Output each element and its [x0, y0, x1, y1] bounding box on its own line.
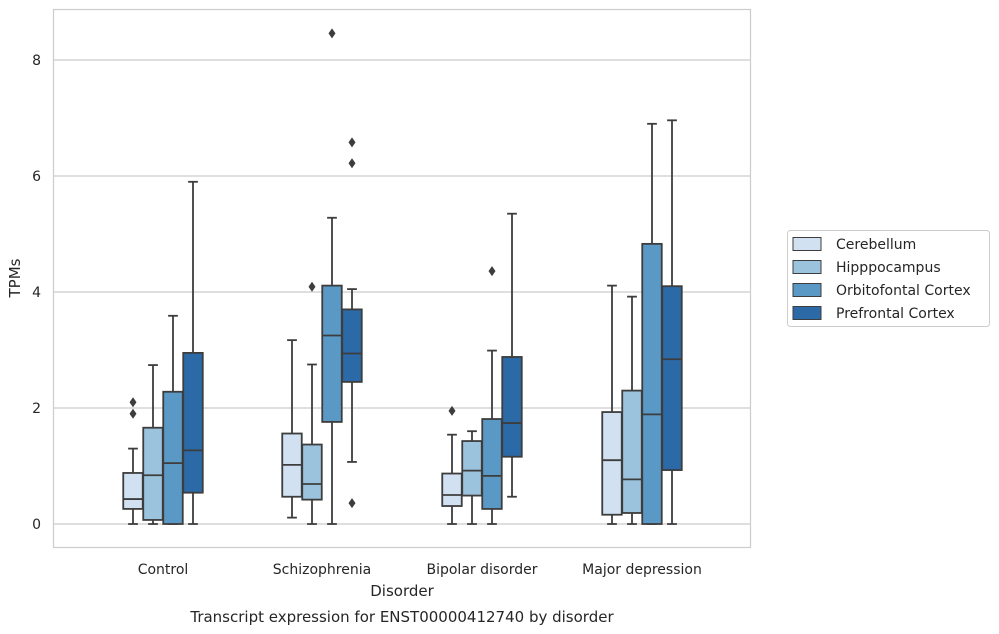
y-tick-label: 8 [32, 53, 41, 69]
box-4-2 [341, 137, 363, 509]
box-2-3 [461, 430, 483, 525]
x-tick-labels: Control Schizophrenia Bipolar disorder Majo… [138, 562, 702, 578]
outlier-point [348, 137, 356, 148]
x-tick-label: Schizophrenia [273, 562, 371, 578]
box-1-1 [122, 397, 144, 525]
box-body [341, 308, 363, 383]
y-tick-label: 2 [32, 401, 41, 417]
outlier-point [328, 28, 336, 39]
outlier-point [348, 498, 356, 509]
box-body [301, 443, 323, 501]
legend-frame [787, 230, 990, 327]
legend-item: Cerebellum [792, 237, 916, 253]
legend: Cerebellum Hipppocampus Orbitofontal Corte… [787, 230, 990, 327]
box-body [641, 242, 663, 525]
box-4-1 [182, 180, 204, 525]
plot-frame [52, 8, 752, 549]
y-tick-label: 6 [32, 169, 41, 185]
legend-item: Prefrontal Cortex [792, 306, 955, 322]
box-3-2 [321, 28, 343, 525]
chart-title: Transcript expression for ENST0000041274… [189, 608, 614, 626]
legend-swatch [792, 283, 822, 297]
legend-swatch [792, 237, 822, 251]
outlier-point [129, 408, 137, 419]
legend-label: Hipppocampus [836, 260, 941, 276]
box-body [122, 472, 144, 510]
box-groups [122, 28, 683, 525]
x-tick-label: Bipolar disorder [426, 562, 537, 578]
x-tick-label: Major depression [582, 562, 702, 578]
box-3-1 [162, 314, 184, 525]
box-body [182, 351, 204, 494]
box-4-3 [501, 212, 523, 498]
box-body [601, 411, 623, 516]
box-body [142, 426, 164, 521]
outlier-point [448, 405, 456, 416]
legend-item: Orbitofontal Cortex [792, 283, 971, 299]
box-body [162, 390, 184, 525]
legend-label: Cerebellum [836, 237, 916, 253]
box-body [621, 389, 643, 514]
legend-item: Hipppocampus [792, 260, 941, 276]
y-tick-label: 0 [32, 517, 41, 533]
box-2-2 [301, 281, 323, 525]
outlier-point [348, 158, 356, 169]
y-tick-labels: 0 2 4 6 8 [32, 53, 41, 533]
box-3-3 [481, 266, 503, 525]
box-1-4 [601, 284, 623, 525]
box-body [461, 440, 483, 497]
box-2-4 [621, 295, 643, 525]
box-body [661, 285, 683, 471]
y-axis-label: TPMs [6, 258, 24, 298]
box-1-3 [441, 405, 463, 525]
box-body [321, 284, 343, 423]
outlier-point [488, 266, 496, 277]
box-body [501, 356, 523, 458]
box-body [481, 418, 503, 510]
box-2-1 [142, 364, 164, 525]
x-tick-label: Control [138, 562, 189, 578]
legend-swatch [792, 260, 822, 274]
box-1-2 [281, 339, 303, 519]
box-body [441, 472, 463, 507]
legend-swatch [792, 306, 822, 320]
legend-label: Orbitofontal Cortex [836, 283, 971, 299]
x-axis-label: Disorder [370, 582, 434, 600]
box-4-4 [661, 119, 683, 525]
outlier-point [129, 397, 137, 408]
legend-label: Prefrontal Cortex [836, 306, 955, 322]
box-3-4 [641, 122, 663, 525]
y-tick-label: 4 [32, 285, 41, 301]
outlier-point [308, 281, 316, 292]
